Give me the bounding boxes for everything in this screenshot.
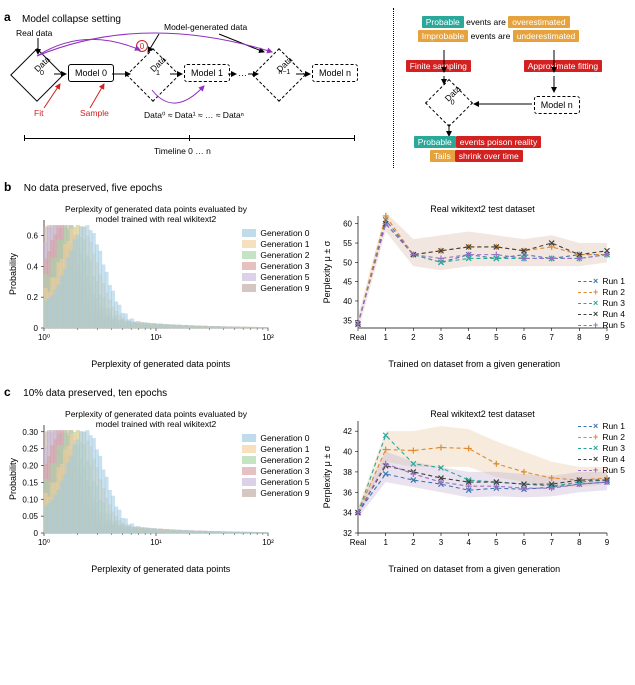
svg-text:60: 60 [343,220,352,229]
svg-text:0.6: 0.6 [27,231,39,240]
model1-rect: Model 1 [184,64,230,82]
svg-text:Real: Real [349,538,366,547]
modeln-rect: Model n [312,64,358,82]
svg-text:3: 3 [438,333,443,342]
svg-text:Probability: Probability [8,457,18,500]
svg-text:0.15: 0.15 [22,478,38,487]
svg-text:Perplexity μ ± σ: Perplexity μ ± σ [322,240,332,303]
panel-c-histogram: Perplexity of generated data points eval… [4,407,318,574]
svg-text:55: 55 [343,239,352,248]
svg-text:7: 7 [549,333,554,342]
svg-text:Perplexity μ ± σ: Perplexity μ ± σ [322,445,332,508]
svg-text:10⁰: 10⁰ [38,333,50,342]
svg-text:2: 2 [411,333,416,342]
panel-b-title: No data preserved, five epochs [24,183,162,194]
svg-text:50: 50 [343,258,352,267]
svg-text:6: 6 [521,333,526,342]
svg-text:10¹: 10¹ [150,333,162,342]
finite-tag: Finite sampling [406,60,471,72]
svg-text:0: 0 [34,529,39,538]
svg-text:0.05: 0.05 [22,512,38,521]
panel-c-title: 10% data preserved, ten epochs [23,388,167,399]
svg-text:8: 8 [577,538,582,547]
data0-diamond: Data0 [18,56,56,94]
svg-text:3: 3 [438,538,443,547]
svg-text:5: 5 [494,333,499,342]
svg-text:6: 6 [521,538,526,547]
svg-text:2: 2 [411,538,416,547]
data1-diamond: Data1 [134,56,172,94]
svg-text:1: 1 [383,538,388,547]
svg-text:Perplexity of generated data p: Perplexity of generated data points eval… [65,409,248,419]
svg-text:Probability: Probability [8,252,18,295]
svg-text:0.20: 0.20 [22,462,38,471]
panel-a-left: a Model collapse setting Real data Model… [4,8,393,168]
svg-text:9: 9 [604,538,609,547]
panel-b-histogram: Perplexity of generated data points eval… [4,202,318,369]
real-data-label: Real data [16,28,52,38]
ellipsis: … [238,68,247,78]
svg-text:36: 36 [343,488,352,497]
timeline-label: Timeline 0 … n [154,146,211,156]
svg-text:32: 32 [343,529,352,538]
svg-text:Real wikitext2 test dataset: Real wikitext2 test dataset [430,409,535,419]
svg-text:model trained with real wikite: model trained with real wikitext2 [96,214,217,224]
svg-text:10¹: 10¹ [150,538,162,547]
svg-text:Perplexity of generated data p: Perplexity of generated data points eval… [65,204,248,214]
svg-text:40: 40 [343,448,352,457]
right-modeln: Model n [534,96,580,114]
right-data-diamond: Data0 [432,86,466,120]
sample-label: Sample [80,108,109,118]
svg-text:0.25: 0.25 [22,445,38,454]
svg-text:0.4: 0.4 [27,262,39,271]
svg-text:10⁰: 10⁰ [38,538,50,547]
svg-text:38: 38 [343,468,352,477]
svg-text:35: 35 [343,316,352,325]
approx-label: Data⁰ ≈ Data¹ ≈ … ≈ Dataⁿ [144,110,244,121]
svg-text:5: 5 [494,538,499,547]
panel-a-label: a [4,10,11,24]
svg-text:0.30: 0.30 [22,428,38,437]
svg-text:4: 4 [466,538,471,547]
svg-text:8: 8 [577,333,582,342]
panel-c-perplexity: Real wikitext2 test dataset323436384042R… [318,407,632,574]
datan1-diamond: Datan−1 [260,56,298,94]
panel-a-right: Probable events are overestimated Improb… [393,8,631,168]
svg-text:45: 45 [343,278,352,287]
svg-text:9: 9 [604,333,609,342]
svg-text:34: 34 [343,509,352,518]
svg-text:model trained with real wikite: model trained with real wikitext2 [96,419,217,429]
panel-b-perplexity: Real wikitext2 test dataset354045505560R… [318,202,632,369]
panel-b-label: b [4,180,11,194]
approxfit-tag: Approximate fitting [524,60,602,72]
panel-c-label: c [4,385,11,399]
red-circle-0: 0 [136,40,148,52]
svg-text:1: 1 [383,333,388,342]
fit-label: Fit [34,108,43,118]
svg-text:42: 42 [343,427,352,436]
svg-text:0.2: 0.2 [27,293,39,302]
svg-text:0.10: 0.10 [22,495,38,504]
svg-text:Real wikitext2 test dataset: Real wikitext2 test dataset [430,204,535,214]
svg-text:10²: 10² [262,538,274,547]
model0-rect: Model 0 [68,64,114,82]
svg-text:7: 7 [549,538,554,547]
svg-text:4: 4 [466,333,471,342]
svg-text:0: 0 [34,324,39,333]
svg-text:40: 40 [343,297,352,306]
svg-text:10²: 10² [262,333,274,342]
model-gen-label: Model-generated data [164,22,247,32]
svg-text:Real: Real [349,333,366,342]
